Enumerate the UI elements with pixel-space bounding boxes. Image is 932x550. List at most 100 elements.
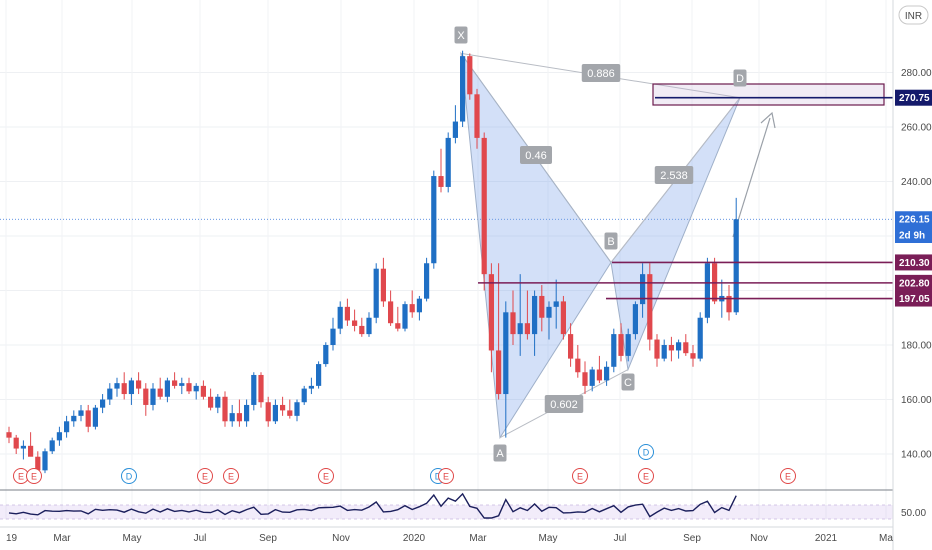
candle [280, 404, 286, 411]
dividend-marker[interactable] [638, 444, 654, 460]
pattern-point-label: X [457, 30, 465, 42]
ratio-badge [581, 64, 621, 82]
time-tick-label: Mar [53, 533, 71, 544]
currency-button[interactable]: INR [898, 5, 929, 25]
candle [251, 374, 257, 405]
candle [330, 328, 336, 345]
earnings-marker-label: E [202, 472, 208, 482]
candle [618, 334, 624, 356]
candle [380, 268, 386, 302]
pattern-point-badge [454, 26, 468, 44]
time-tick-label: Nov [750, 533, 768, 544]
candle [107, 388, 113, 400]
candle [575, 358, 581, 373]
price-tick-label: 280.00 [901, 68, 932, 79]
candle [337, 306, 343, 329]
countdown-badge-label: 2d 9h [899, 231, 925, 242]
candle [164, 380, 170, 397]
current-price-badge-label: 226.15 [899, 215, 930, 226]
candle [42, 451, 48, 471]
ratio-badge [654, 166, 694, 184]
candle [553, 301, 559, 307]
candle [488, 274, 494, 351]
candle [467, 56, 473, 95]
candle [143, 388, 149, 405]
candle [424, 263, 430, 299]
ratio-label: 0.886 [587, 68, 615, 80]
projection-arrow-head [760, 111, 776, 129]
pattern-point-badge [733, 69, 747, 87]
rsi-value-label: 50.00 [901, 508, 926, 519]
earnings-marker-label: E [785, 472, 791, 482]
candle [301, 388, 307, 403]
candle [208, 396, 214, 408]
candle [445, 137, 451, 187]
ratio-badge [520, 146, 552, 164]
pattern-point-badge [621, 373, 635, 391]
candle [546, 306, 552, 318]
time-tick-label: Nov [332, 533, 350, 544]
earnings-marker-label: E [577, 472, 583, 482]
candle [85, 410, 91, 427]
candle [395, 323, 401, 329]
time-tick-label: Ma [879, 533, 893, 544]
candle [388, 301, 394, 324]
candle [510, 312, 516, 335]
candle [503, 312, 509, 395]
candle [640, 274, 646, 305]
candle [92, 407, 98, 427]
time-tick-label: May [123, 533, 142, 544]
candle [474, 94, 480, 138]
price-tick-label: 140.00 [901, 450, 932, 461]
earnings-marker[interactable] [197, 468, 213, 484]
time-tick-label: May [539, 533, 558, 544]
time-tick-label: 2020 [403, 533, 426, 544]
candle [532, 295, 538, 335]
target-price-badge-label: 270.75 [899, 93, 930, 104]
time-tick-label: Sep [683, 533, 701, 544]
earnings-marker[interactable] [223, 468, 239, 484]
earnings-marker[interactable] [572, 468, 588, 484]
candle [265, 402, 271, 422]
candle [517, 323, 523, 335]
earnings-marker[interactable] [26, 468, 42, 484]
pattern-labels: X A B C D 0.886 0.46 2.538 0.602 [454, 26, 747, 462]
candle [690, 353, 696, 359]
candle [416, 298, 422, 313]
candle [524, 323, 530, 335]
candle [136, 380, 142, 389]
candle [625, 334, 631, 356]
time-tick-label: 19 [6, 533, 18, 544]
candle [668, 345, 674, 351]
candle [344, 306, 350, 321]
price-axis: 280.00260.00240.00220.00200.00180.00160.… [892, 0, 932, 550]
earnings-marker[interactable] [638, 468, 654, 484]
ratio-label: 0.46 [525, 150, 546, 162]
earnings-marker-label: E [31, 472, 37, 482]
earnings-marker-label: E [443, 472, 449, 482]
countdown-badge [895, 227, 932, 243]
earnings-marker[interactable] [438, 468, 454, 484]
candle [13, 437, 19, 449]
candle [604, 366, 610, 381]
level-price-badge-label: 210.30 [899, 258, 930, 269]
grid [0, 0, 893, 520]
earnings-marker[interactable] [318, 468, 334, 484]
candle [596, 369, 602, 381]
pattern-point-badge [493, 444, 507, 462]
candle [179, 383, 185, 386]
candle [56, 432, 62, 441]
time-tick-label: 2021 [815, 533, 838, 544]
projection-arrow [732, 117, 771, 238]
dividend-marker[interactable] [121, 468, 137, 484]
candle [452, 121, 458, 138]
rsi-band [0, 505, 893, 519]
earnings-marker-label: E [228, 472, 234, 482]
rsi-line [8, 492, 737, 519]
candle [366, 317, 372, 335]
candle [316, 364, 322, 386]
candle [373, 268, 379, 318]
earnings-marker[interactable] [780, 468, 796, 484]
dividend-marker-label: D [126, 472, 133, 482]
